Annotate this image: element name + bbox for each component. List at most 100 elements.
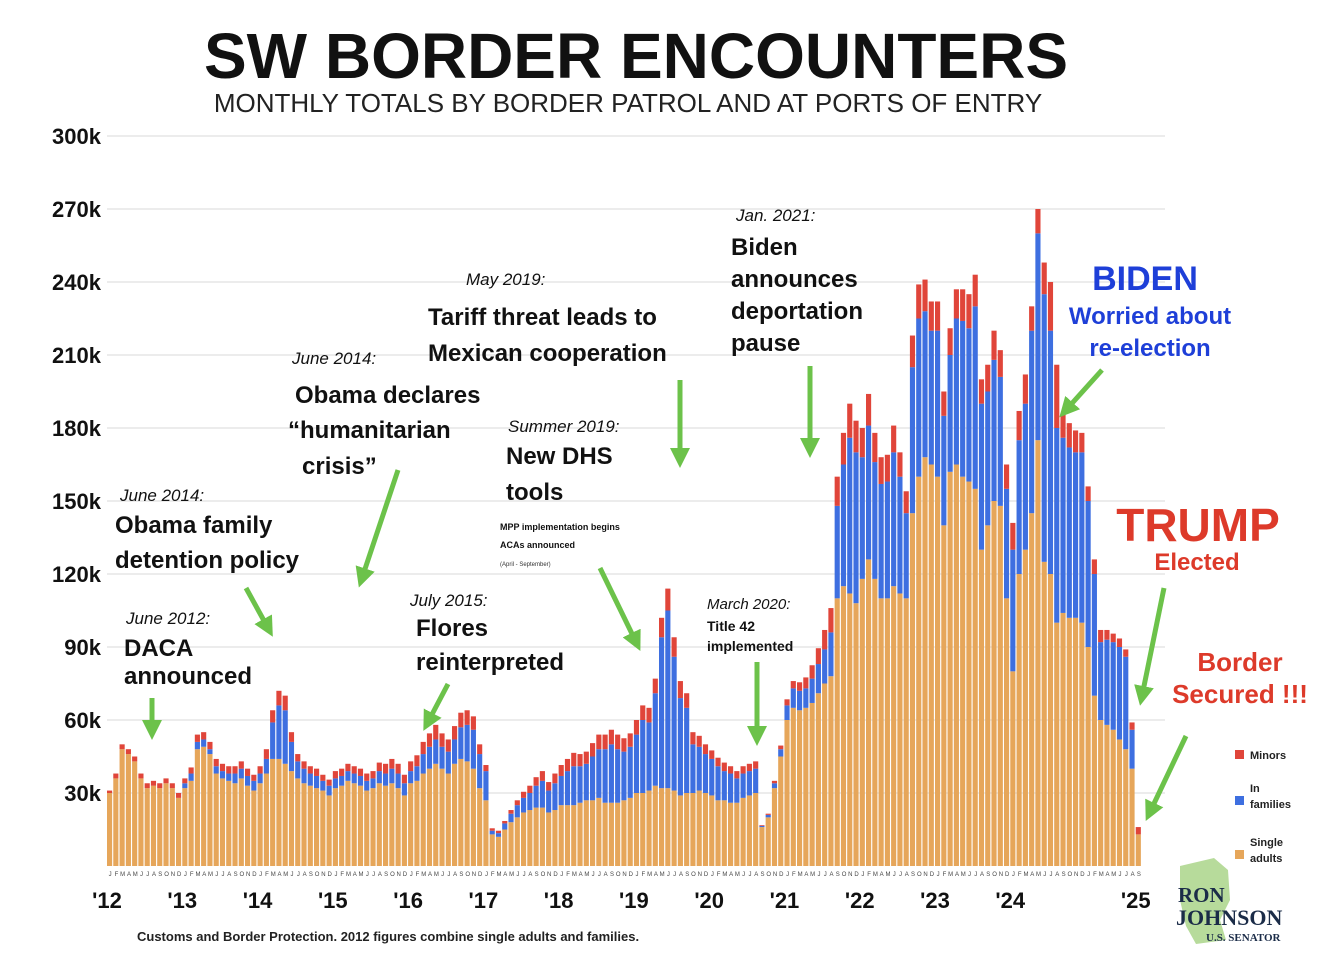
month-letter: J — [748, 872, 751, 878]
bar-segment — [947, 328, 953, 355]
bar-segment — [395, 773, 401, 789]
bar-segment — [502, 829, 508, 866]
bar-segment — [326, 795, 332, 866]
annotation-line: Biden — [731, 234, 798, 261]
bar-segment — [721, 800, 727, 866]
bar-segment — [150, 785, 157, 866]
y-tick-label: 90k — [64, 635, 101, 660]
annotation-line: Obama declares — [295, 382, 480, 409]
bar-segment — [176, 793, 182, 798]
month-letter: F — [491, 872, 495, 878]
month-letter: M — [1111, 872, 1116, 878]
ron-johnson-logo: RON JOHNSON U.S. SENATOR — [1176, 858, 1282, 944]
bar-segment — [859, 578, 865, 866]
annotation-border-secured: Border Secured !!! — [1145, 647, 1308, 822]
bar-segment — [527, 810, 533, 866]
bar-segment — [357, 785, 364, 866]
month-letter: A — [152, 872, 156, 878]
bar-segment — [357, 775, 364, 786]
annotation-line: deportation — [731, 298, 863, 325]
bar-segment — [564, 805, 571, 866]
month-letter: F — [340, 872, 344, 878]
month-letter: F — [717, 872, 721, 878]
arrow — [1145, 734, 1189, 822]
bar-segment — [684, 693, 690, 708]
bar-segment — [690, 732, 696, 745]
bar-segment — [960, 289, 966, 321]
month-letter: J — [441, 872, 444, 878]
arrow — [597, 566, 641, 651]
bar-segment — [728, 802, 734, 866]
bar-segment — [790, 707, 796, 866]
bar-segment — [1041, 262, 1047, 295]
month-letter: F — [1018, 872, 1022, 878]
month-letter: O — [616, 872, 621, 878]
month-letter: M — [647, 872, 652, 878]
y-tick-label: 240k — [52, 270, 102, 295]
month-letter: J — [1119, 872, 1122, 878]
bar-segment — [1066, 423, 1072, 448]
biden-title: BIDEN — [1092, 260, 1198, 298]
bar-segment — [470, 716, 476, 730]
month-letter: O — [240, 872, 245, 878]
bar-segment — [916, 284, 922, 319]
bar-segment — [194, 749, 200, 866]
bar-segment — [884, 454, 890, 482]
bar-segment — [213, 766, 219, 774]
bar-segment — [621, 738, 627, 752]
bar-segment — [364, 780, 370, 791]
month-letter: J — [410, 872, 413, 878]
month-letter: M — [1099, 872, 1104, 878]
bar-segment — [495, 833, 502, 837]
bar-segment — [897, 452, 903, 477]
bar-segment — [514, 800, 520, 806]
month-letter: J — [560, 872, 563, 878]
x-tick-label: '16 — [393, 888, 423, 913]
border-line: Border — [1197, 647, 1282, 677]
bar-segment — [245, 775, 251, 786]
bar-segment — [138, 773, 144, 779]
bar-segment — [1079, 452, 1085, 623]
bar-segment — [1010, 522, 1016, 550]
month-letter: J — [817, 872, 820, 878]
bar-segment — [677, 681, 683, 699]
arrow — [1059, 368, 1104, 418]
trump-title: TRUMP — [1116, 499, 1280, 551]
bar-segment — [997, 376, 1003, 506]
annotation-line: Mexican cooperation — [428, 340, 667, 367]
bar-segment — [383, 785, 389, 866]
x-tick-label: '14 — [243, 888, 273, 913]
bar-segment — [1091, 695, 1097, 866]
annotation-line: DACA — [124, 635, 193, 662]
bar-segment — [834, 476, 840, 506]
month-letter: F — [792, 872, 796, 878]
annotation-trump: TRUMP Elected — [1116, 499, 1280, 706]
bar-segment — [314, 768, 320, 776]
month-letter: J — [447, 872, 450, 878]
month-letter: S — [1062, 872, 1066, 878]
bar-segment — [1066, 447, 1072, 618]
bar-segment — [1098, 629, 1104, 643]
month-letter: J — [1087, 872, 1090, 878]
bar-segment — [138, 778, 144, 866]
bar-segment — [866, 393, 872, 426]
month-letter: S — [535, 872, 539, 878]
month-letter: J — [215, 872, 218, 878]
bar-segment — [188, 767, 194, 774]
y-tick-label: 180k — [52, 416, 102, 441]
bar-segment — [426, 733, 433, 747]
bar-segment — [546, 782, 552, 791]
bar-segment — [978, 549, 985, 866]
bar-segment — [495, 836, 502, 866]
month-letter: S — [760, 872, 764, 878]
bar-segment — [897, 476, 903, 594]
month-letter: D — [403, 872, 408, 878]
y-tick-label: 270k — [52, 197, 102, 222]
month-letter: A — [905, 872, 909, 878]
y-axis-ticks: 300k 270k 240k 210k 180k 150k 120k 90k 60k 30k — [52, 124, 102, 806]
month-letter: A — [955, 872, 959, 878]
bar-segment — [1104, 724, 1110, 866]
month-letter: M — [283, 872, 288, 878]
annotation-line: Flores — [416, 615, 488, 642]
bar-segment — [1135, 834, 1141, 866]
